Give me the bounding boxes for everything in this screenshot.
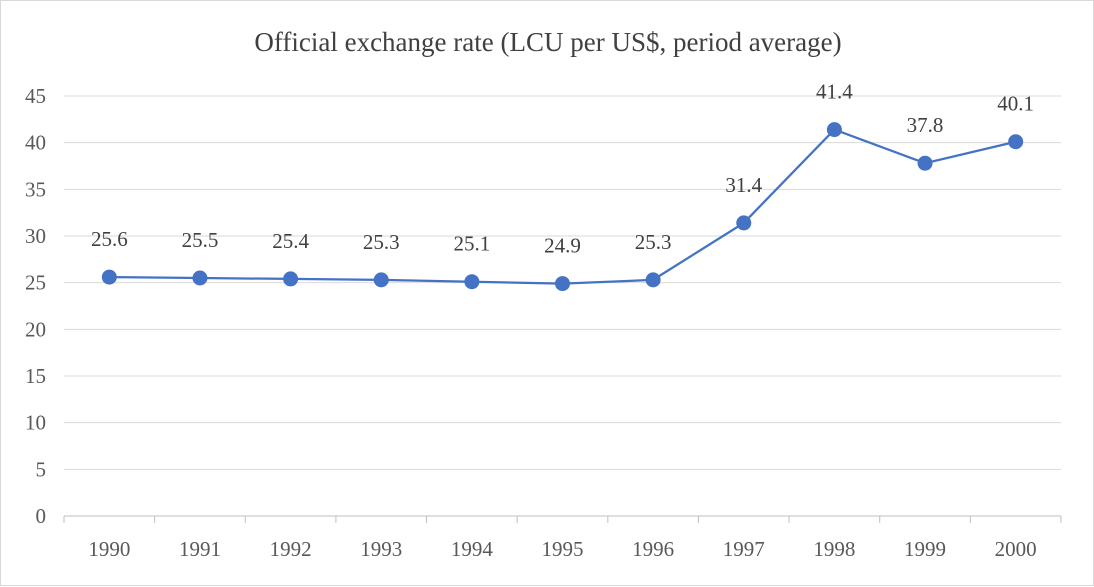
x-tick-label: 2000 — [995, 537, 1037, 561]
data-point-1992 — [283, 271, 299, 287]
data-label-1997: 31.4 — [725, 173, 762, 197]
data-labels: 25.6 25.5 25.4 25.3 25.1 24.9 25.3 31.4 41.4 37.8… — [91, 80, 1034, 258]
data-label-1993: 25.3 — [363, 230, 400, 254]
data-label-1999: 37.8 — [907, 113, 944, 137]
y-tick-label: 0 — [36, 504, 47, 528]
series-line — [109, 128, 1016, 285]
x-tick-label: 1998 — [813, 537, 855, 561]
y-tick-label: 5 — [36, 457, 47, 481]
x-tick-label: 1993 — [360, 537, 402, 561]
x-tick-label: 1996 — [632, 537, 674, 561]
data-point-1997 — [736, 215, 752, 231]
data-point-1990 — [101, 269, 117, 285]
y-tick-label: 15 — [25, 364, 46, 388]
data-point-1996 — [645, 272, 661, 288]
data-label-1996: 25.3 — [635, 230, 672, 254]
x-tick-label: 1997 — [723, 537, 765, 561]
data-point-1995 — [555, 276, 570, 292]
x-tick-label: 1992 — [270, 537, 312, 561]
x-tick-label: 1990 — [88, 537, 130, 561]
data-point-1999 — [917, 155, 933, 171]
y-tick-label: 35 — [25, 177, 46, 201]
data-point-1993 — [373, 272, 389, 288]
y-tick-label: 45 — [25, 84, 46, 108]
data-label-1991: 25.5 — [182, 228, 219, 252]
data-label-1990: 25.6 — [91, 227, 128, 251]
y-tick-label: 30 — [25, 224, 46, 248]
data-label-1992: 25.4 — [272, 229, 309, 253]
x-tick-label: 1999 — [904, 537, 946, 561]
y-tick-label: 10 — [25, 411, 46, 435]
y-tick-label: 20 — [25, 317, 46, 341]
chart-title: Official exchange rate (LCU per US$, per… — [254, 27, 841, 57]
x-tick-label: 1995 — [542, 537, 584, 561]
axes: 0 5 10 15 20 25 30 35 40 45 1990 1991 1992 1993 1994 19… — [25, 84, 1062, 561]
data-point-1991 — [192, 270, 208, 286]
x-tick-label: 1994 — [451, 537, 494, 561]
data-point-2000 — [1008, 134, 1024, 150]
data-label-1994: 25.1 — [453, 232, 490, 256]
y-tick-label: 40 — [25, 131, 46, 155]
x-tick-label: 1991 — [179, 537, 221, 561]
data-point-1998 — [826, 122, 842, 138]
data-label-1998: 41.4 — [816, 80, 853, 104]
data-label-1995: 24.9 — [544, 234, 581, 258]
y-tick-label: 25 — [25, 271, 46, 295]
data-point-1994 — [464, 274, 480, 290]
data-label-2000: 40.1 — [997, 92, 1034, 116]
series-layer — [101, 122, 1024, 292]
